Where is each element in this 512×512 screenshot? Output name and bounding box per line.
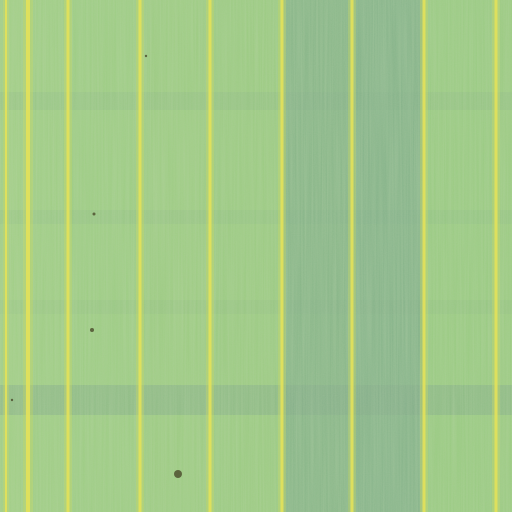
soil-speck bbox=[174, 470, 182, 478]
tramline bbox=[494, 0, 498, 512]
tramline bbox=[280, 0, 284, 512]
tramline bbox=[5, 0, 7, 512]
tramlines bbox=[3, 0, 500, 512]
soil-specks bbox=[10, 54, 182, 478]
soil-speck bbox=[92, 212, 96, 216]
tramline bbox=[66, 0, 70, 512]
tramline bbox=[208, 0, 212, 512]
tramline bbox=[138, 0, 142, 512]
soil-speck bbox=[144, 54, 148, 58]
tramline bbox=[26, 0, 30, 512]
soil-speck bbox=[90, 328, 94, 332]
soil-speck bbox=[10, 398, 14, 402]
tramline bbox=[350, 0, 354, 512]
tramline bbox=[422, 0, 426, 512]
